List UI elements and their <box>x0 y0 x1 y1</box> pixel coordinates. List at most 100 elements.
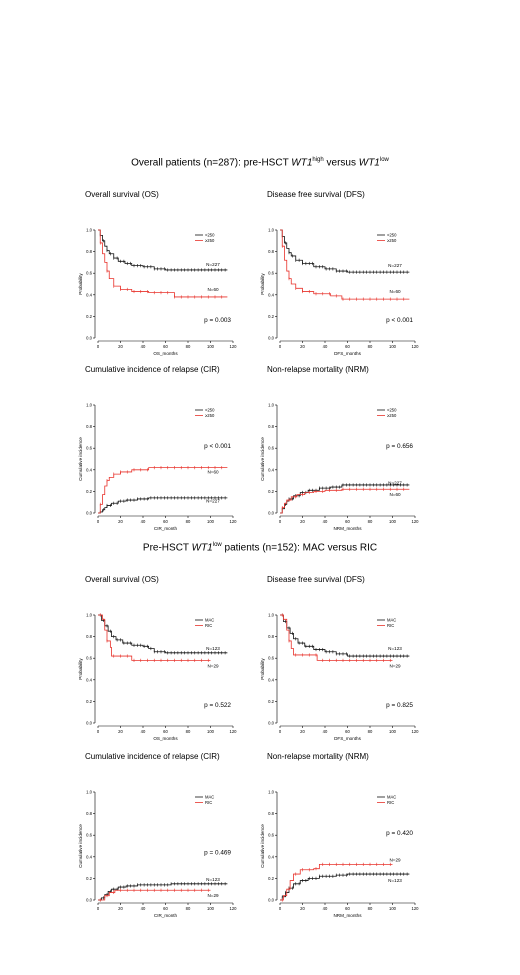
cir-chart-1-legend-label-1: ≥250 <box>205 413 215 418</box>
cir-chart-1-x-tick-label: 0 <box>97 519 100 524</box>
os-chart-2-y-tick-label: 0.8 <box>86 634 92 639</box>
os-chart-1-series-1-n-label: N=60 <box>207 287 219 292</box>
section-title-1-gene-a: WT1 <box>291 157 313 169</box>
cir-chart-2-x-tick-label: 60 <box>163 906 168 911</box>
dfs-chart-2-y-tick-label: 0.2 <box>268 699 274 704</box>
nrm-chart-1: Non-relapse mortality (NRM) 0.0 0.2 0.4 0.6 0… <box>260 365 437 535</box>
nrm-chart-1-y-tick-label: 0.2 <box>268 489 274 494</box>
cir-chart-1-ylabel: Cumulative incidence <box>78 437 83 481</box>
os-chart-2-series-1-n-label: N=29 <box>207 663 219 668</box>
os-chart-2-x-tick-label: 100 <box>207 729 215 734</box>
nrm-chart-2-series-1-line <box>280 863 393 901</box>
cir-chart-2-xlabel: CIR_month <box>154 913 178 918</box>
os-chart-2-y-tick-label: 1.0 <box>86 613 92 618</box>
os-chart-2-y-tick-label: 0.6 <box>86 656 92 661</box>
nrm-chart-1-title: Non-relapse mortality (NRM) <box>267 365 369 374</box>
os-chart-2-ylabel: Probability <box>78 658 83 680</box>
cir-chart-1-y-tick-label: 0.8 <box>86 424 92 429</box>
nrm-chart-2-y-tick-label: 0.8 <box>268 811 274 816</box>
cir-chart-2-y-tick-label: 1.0 <box>86 790 92 795</box>
nrm-chart-1-x-tick-label: 0 <box>279 519 282 524</box>
nrm-chart-1-x-tick-label: 120 <box>412 519 420 524</box>
nrm-chart-1-series-0-n-label: N=227 <box>388 480 402 485</box>
nrm-chart-2-x-tick-label: 120 <box>412 906 420 911</box>
cir-chart-1-x-tick-label: 100 <box>207 519 215 524</box>
os-chart-1-xlabel: OS_months <box>153 351 178 356</box>
nrm-chart-1-y-tick-label: 0.4 <box>268 467 274 472</box>
cir-chart-1-y-tick-label: 1.0 <box>86 403 92 408</box>
cir-chart-1-series-1-n-label: N=60 <box>207 469 219 474</box>
os-chart-1-y-tick-label: 0.6 <box>86 271 92 276</box>
dfs-chart-1-y-tick-label: 0.0 <box>268 336 274 341</box>
cir-chart-2-series-1-n-label: N=29 <box>207 893 219 898</box>
os-chart-2-legend-label-1: RIC <box>205 623 212 628</box>
os-chart-2-series-0-n-label: N=123 <box>206 646 220 651</box>
dfs-chart-2-legend-label-1: RIC <box>387 623 394 628</box>
nrm-chart-1-x-tick-label: 40 <box>323 519 328 524</box>
cir-chart-1-xlabel: CIR_month <box>154 526 178 531</box>
nrm-chart-1-x-tick-label: 80 <box>368 519 373 524</box>
cir-chart-2-y-tick-label: 0.2 <box>86 876 92 881</box>
section-title-1-middle: versus <box>323 157 359 169</box>
os-chart-1: Overall survival (OS) 0.0 0.2 0.4 0.6 0.8 1.0 0… <box>78 190 255 360</box>
cir-chart-2: Cumulative incidence of relapse (CIR) 0.0… <box>78 752 255 922</box>
dfs-chart-2-x-tick-label: 0 <box>279 729 282 734</box>
cir-chart-1-x-tick-label: 60 <box>163 519 168 524</box>
os-chart-2-x-tick-label: 120 <box>230 729 238 734</box>
os-chart-2-x-tick-label: 0 <box>97 729 100 734</box>
cir-chart-2-x-tick-label: 80 <box>186 906 191 911</box>
cir-chart-1: Cumulative incidence of relapse (CIR) 0.0… <box>78 365 255 535</box>
dfs-chart-2-ylabel: Probability <box>260 658 265 680</box>
dfs-chart-1-xlabel: DFS_months <box>334 351 362 356</box>
os-chart-2: Overall survival (OS) 0.0 0.2 0.4 0.6 0.8 1.0 0… <box>78 575 255 745</box>
section-title-1-sup-b: low <box>379 157 389 163</box>
dfs-chart-1-y-tick-label: 0.4 <box>268 292 274 297</box>
dfs-chart-1-x-tick-label: 60 <box>345 344 350 349</box>
cir-chart-2-pvalue: p = 0.469 <box>204 850 231 857</box>
nrm-chart-2: Non-relapse mortality (NRM) 0.0 0.2 0.4 0.6 0… <box>260 752 437 922</box>
nrm-chart-2-y-tick-label: 1.0 <box>268 790 274 795</box>
nrm-chart-1-legend-label-1: ≥250 <box>387 413 397 418</box>
nrm-chart-2-x-tick-label: 80 <box>368 906 373 911</box>
cir-chart-2-plot: 0.0 0.2 0.4 0.6 0.8 1.0 0 20 40 60 80 100 120 CIR_mon… <box>78 790 238 919</box>
cir-chart-2-x-tick-label: 120 <box>230 906 238 911</box>
dfs-chart-1-legend-label-1: ≥250 <box>387 238 397 243</box>
dfs-chart-2-x-tick-label: 40 <box>323 729 328 734</box>
dfs-chart-1-y-tick-label: 0.2 <box>268 314 274 319</box>
os-chart-2-plot: 0.0 0.2 0.4 0.6 0.8 1.0 0 20 40 60 80 100 120 OS_mont… <box>78 613 238 742</box>
nrm-chart-1-legend-label-0: <250 <box>387 408 397 413</box>
os-chart-1-y-tick-label: 0.2 <box>86 314 92 319</box>
os-chart-1-y-tick-label: 0.4 <box>86 292 92 297</box>
cir-chart-1-y-tick-label: 0.4 <box>86 467 92 472</box>
cir-chart-1-x-tick-label: 40 <box>141 519 146 524</box>
dfs-chart-1-title: Disease free survival (DFS) <box>267 190 365 199</box>
cir-chart-2-series-1-line <box>98 889 211 901</box>
cir-chart-1-x-tick-label: 20 <box>118 519 123 524</box>
dfs-chart-2-y-tick-label: 0.6 <box>268 656 274 661</box>
dfs-chart-1-x-tick-label: 0 <box>279 344 282 349</box>
nrm-chart-1-ylabel: Cumulative incidence <box>260 437 265 481</box>
nrm-chart-2-legend-label-1: RIC <box>387 800 394 805</box>
os-chart-1-x-tick-label: 80 <box>186 344 191 349</box>
dfs-chart-2-y-tick-label: 0.4 <box>268 677 274 682</box>
nrm-chart-2-series-0-n-label: N=123 <box>388 878 402 883</box>
dfs-chart-2-plot: 0.0 0.2 0.4 0.6 0.8 1.0 0 20 40 60 80 100 120 DFS_mon… <box>260 613 419 742</box>
cir-chart-2-ylabel: Cumulative incidence <box>78 824 83 868</box>
nrm-chart-1-y-tick-label: 0.8 <box>268 424 274 429</box>
dfs-chart-2-y-tick-label: 0.0 <box>268 721 274 726</box>
os-chart-1-x-tick-label: 120 <box>230 344 238 349</box>
dfs-chart-2: Disease free survival (DFS) 0.0 0.2 0.4 0.6 0… <box>260 575 437 745</box>
cir-chart-2-legend-label-1: RIC <box>205 800 212 805</box>
dfs-chart-2-legend-label-0: MAC <box>387 618 396 623</box>
nrm-chart-2-x-tick-label: 60 <box>345 906 350 911</box>
nrm-chart-1-plot: 0.0 0.2 0.4 0.6 0.8 1.0 0 20 40 60 80 100 120 NRM_mon… <box>260 403 420 532</box>
nrm-chart-2-series-1-n-label: N=29 <box>389 858 401 863</box>
os-chart-2-legend-label-0: MAC <box>205 618 214 623</box>
nrm-chart-2-x-tick-label: 20 <box>300 906 305 911</box>
nrm-chart-2-y-tick-label: 0.0 <box>268 898 274 903</box>
cir-chart-1-series-0-n-label: N=227 <box>206 499 220 504</box>
cir-chart-1-title: Cumulative incidence of relapse (CIR) <box>85 365 220 374</box>
cir-chart-2-x-tick-label: 20 <box>118 906 123 911</box>
nrm-chart-2-pvalue: p = 0.420 <box>386 830 413 837</box>
os-chart-1-x-tick-label: 40 <box>141 344 146 349</box>
